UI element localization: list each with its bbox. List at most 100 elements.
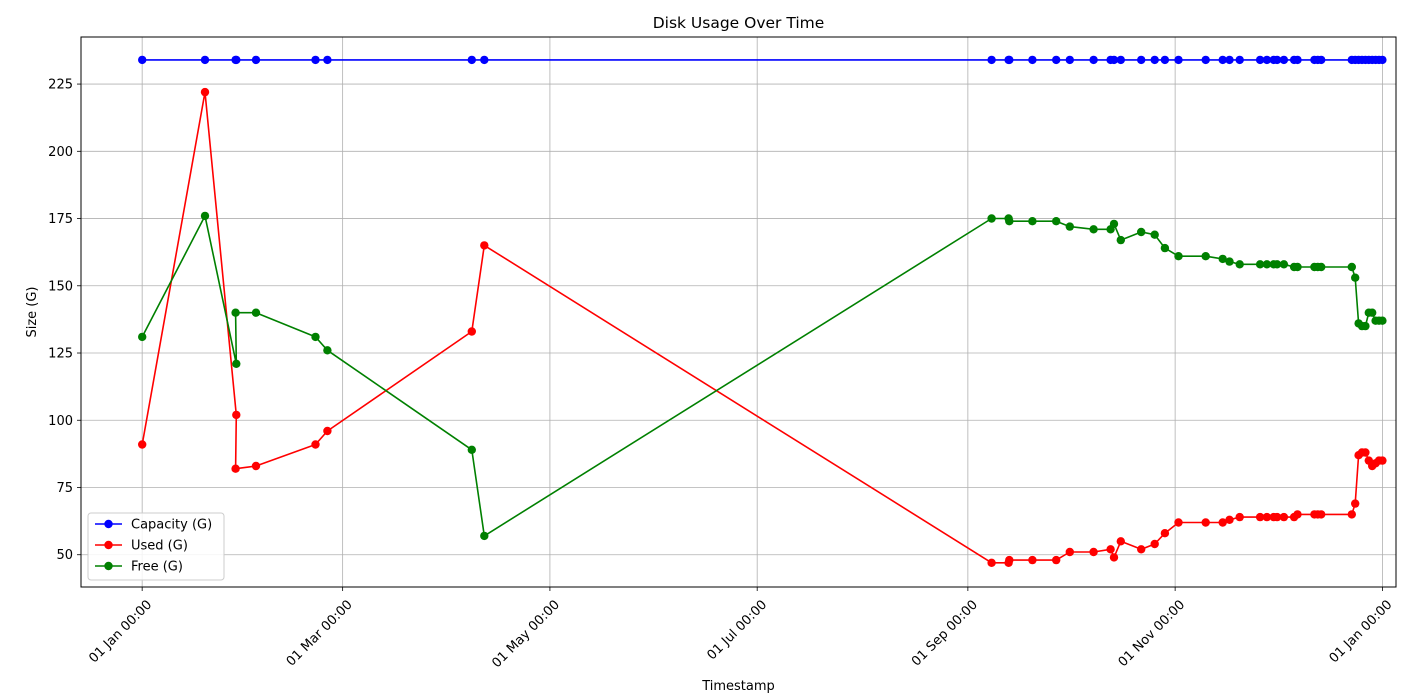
- data-point: [1368, 308, 1377, 317]
- legend-entry: Free (G): [131, 560, 183, 575]
- data-point: [987, 558, 996, 567]
- data-point: [231, 464, 240, 473]
- data-point: [232, 359, 241, 368]
- data-point: [467, 327, 476, 336]
- chart-title: Disk Usage Over Time: [653, 14, 825, 32]
- data-point: [1174, 55, 1183, 65]
- data-point: [1351, 499, 1360, 508]
- data-point: [311, 55, 320, 65]
- data-point: [1279, 260, 1289, 269]
- data-point: [1218, 518, 1227, 527]
- data-point: [1201, 55, 1210, 65]
- data-point: [232, 410, 241, 420]
- legend: Capacity (G) Used (G) Free (G): [87, 512, 225, 581]
- data-point: [1150, 539, 1159, 549]
- series-2: [138, 87, 1387, 567]
- legend-swatch-marker: [104, 540, 113, 550]
- grid: [81, 37, 1396, 587]
- data-point: [251, 461, 261, 471]
- y-tick-label: 200: [48, 145, 73, 160]
- data-point: [1225, 55, 1234, 65]
- data-point: [1137, 55, 1146, 65]
- data-point: [1317, 55, 1326, 65]
- data-point: [231, 308, 240, 317]
- data-point: [1005, 217, 1014, 226]
- data-point: [1116, 537, 1126, 546]
- x-axis-label: Timestamp: [701, 679, 775, 694]
- data-point: [138, 440, 147, 449]
- data-point: [1028, 217, 1037, 226]
- legend-swatch-marker: [104, 561, 113, 571]
- data-point: [1052, 55, 1061, 65]
- data-point: [1065, 55, 1075, 65]
- y-tick-label: 175: [48, 212, 73, 227]
- data-point: [1201, 518, 1210, 527]
- data-point: [200, 211, 210, 221]
- y-tick-label: 225: [48, 78, 73, 93]
- data-point: [1174, 252, 1183, 261]
- data-point: [251, 55, 261, 65]
- data-point: [1109, 55, 1119, 65]
- data-point: [1089, 55, 1098, 65]
- data-point: [1272, 260, 1282, 269]
- legend-entry: Used (G): [131, 539, 188, 554]
- y-axis-label: Size (G): [25, 286, 40, 337]
- data-point: [200, 55, 210, 65]
- data-point: [1361, 321, 1370, 331]
- data-point: [1005, 555, 1014, 565]
- data-point: [1137, 227, 1146, 237]
- data-point: [480, 55, 489, 65]
- y-tick-label: 125: [48, 347, 73, 362]
- data-point: [1160, 55, 1170, 65]
- data-point: [1378, 316, 1387, 325]
- y-tick-label: 50: [56, 548, 73, 563]
- data-point: [1351, 273, 1360, 282]
- data-point: [1106, 545, 1115, 554]
- y-tick-label: 150: [48, 279, 73, 294]
- data-point: [467, 445, 476, 454]
- data-point: [200, 87, 210, 97]
- data-point: [1262, 512, 1272, 522]
- data-point: [1293, 55, 1302, 65]
- data-point: [1293, 510, 1302, 519]
- data-point: [1052, 555, 1061, 565]
- data-point: [1005, 55, 1014, 65]
- data-point: [1255, 55, 1265, 65]
- series-3: [138, 211, 1387, 541]
- data-point: [1052, 217, 1061, 226]
- data-point: [323, 346, 332, 355]
- series-1: [138, 55, 1387, 65]
- data-point: [987, 214, 996, 223]
- data-point: [1235, 260, 1244, 269]
- data-point: [1065, 547, 1075, 557]
- data-point: [1174, 518, 1183, 527]
- data-point: [1262, 260, 1272, 269]
- data-point: [1160, 529, 1170, 538]
- data-point: [311, 332, 320, 342]
- data-point: [1116, 55, 1126, 65]
- data-point: [1028, 555, 1037, 565]
- data-point: [480, 531, 489, 541]
- data-point: [987, 55, 996, 65]
- plot-frame: [80, 36, 1397, 588]
- data-point: [1201, 252, 1210, 261]
- data-point: [1089, 547, 1098, 557]
- data-point: [251, 308, 261, 317]
- y-tick-label: 100: [48, 414, 73, 429]
- data-point: [232, 55, 241, 65]
- legend-entry: Capacity (G): [131, 518, 212, 533]
- data-point: [1089, 225, 1098, 234]
- data-point: [480, 241, 489, 250]
- data-point: [1116, 235, 1126, 245]
- data-point: [323, 426, 332, 436]
- data-point: [1255, 512, 1265, 522]
- data-point: [1361, 448, 1370, 457]
- data-point: [1150, 230, 1159, 239]
- data-point: [1262, 55, 1272, 65]
- data-point: [1347, 510, 1357, 519]
- data-point: [1317, 510, 1326, 519]
- data-point: [1065, 222, 1075, 231]
- data-point: [1317, 262, 1326, 272]
- series-layer: [138, 55, 1387, 567]
- data-point: [1279, 512, 1289, 522]
